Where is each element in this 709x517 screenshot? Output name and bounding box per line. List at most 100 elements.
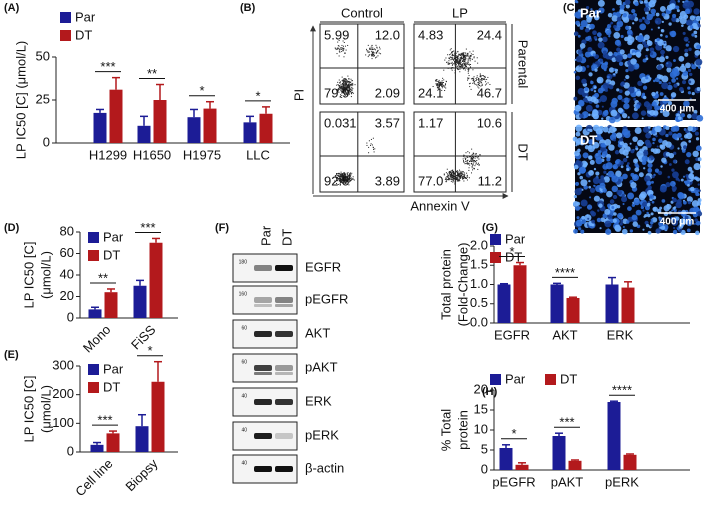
- event-dot: [346, 173, 348, 175]
- event-dot: [454, 62, 456, 64]
- event-dot: [470, 78, 472, 80]
- event-dot: [348, 77, 350, 79]
- quadrant-value: 77.0: [418, 173, 443, 188]
- event-dot: [465, 177, 467, 179]
- event-dot: [354, 84, 356, 86]
- event-dot: [342, 47, 344, 49]
- nucleus: [688, 47, 692, 52]
- event-dot: [447, 63, 449, 65]
- event-dot: [466, 160, 468, 162]
- event-dot: [380, 53, 382, 55]
- nucleus: [656, 57, 660, 61]
- event-dot: [372, 47, 374, 49]
- event-dot: [457, 174, 459, 176]
- event-dot: [446, 61, 448, 63]
- event-dot: [343, 79, 345, 81]
- significance-label: ***: [100, 59, 115, 74]
- event-dot: [471, 154, 473, 156]
- event-dot: [369, 54, 371, 56]
- event-dot: [448, 60, 450, 62]
- event-dot: [445, 81, 447, 83]
- event-dot: [438, 86, 440, 88]
- nucleus: [589, 196, 592, 199]
- nucleus: [584, 214, 592, 222]
- nucleus: [636, 35, 644, 43]
- event-dot: [441, 81, 443, 83]
- event-dot: [342, 82, 344, 84]
- event-dot: [466, 175, 468, 177]
- event-dot: [461, 170, 463, 172]
- quadrant-value: 4.83: [418, 27, 443, 42]
- event-dot: [458, 180, 460, 182]
- event-dot: [373, 53, 375, 55]
- event-dot: [470, 159, 472, 161]
- nucleus: [665, 141, 672, 148]
- event-dot: [454, 178, 456, 180]
- nucleus: [592, 53, 596, 57]
- event-dot: [452, 176, 454, 178]
- event-dot: [348, 90, 350, 92]
- event-dot: [451, 54, 453, 56]
- event-dot: [458, 172, 460, 174]
- y-tick-label: 1.0: [470, 276, 488, 291]
- y-tick-label: 15: [474, 401, 488, 416]
- plot-frame: [413, 111, 507, 193]
- event-dot: [479, 73, 481, 75]
- event-dot: [462, 66, 464, 68]
- event-dot: [466, 174, 468, 176]
- event-dot: [343, 85, 345, 87]
- event-dot: [342, 174, 344, 176]
- event-dot: [452, 175, 454, 177]
- event-dot: [468, 83, 470, 85]
- event-dot: [450, 171, 452, 173]
- nucleus: [580, 199, 588, 207]
- nucleus: [663, 205, 670, 212]
- event-dot: [435, 80, 437, 82]
- event-dot: [457, 173, 459, 175]
- significance-label: **: [147, 66, 157, 81]
- nucleus: [621, 112, 628, 119]
- quadrant-value: 92.5: [324, 173, 349, 188]
- nucleus: [651, 174, 655, 179]
- nucleus: [671, 3, 675, 7]
- event-dot: [473, 159, 475, 161]
- event-dot: [451, 172, 453, 174]
- event-dot: [457, 55, 459, 57]
- event-dot: [339, 87, 341, 89]
- event-dot: [436, 86, 438, 88]
- legend-swatch: [60, 30, 71, 41]
- event-dot: [336, 180, 338, 182]
- blot-strip: 180: [232, 253, 298, 283]
- nucleus: [695, 220, 701, 226]
- nucleus: [695, 15, 701, 22]
- nucleus: [685, 132, 693, 140]
- nucleus: [676, 199, 682, 205]
- event-dot: [439, 84, 441, 86]
- event-dot: [451, 58, 453, 60]
- event-dot: [346, 88, 348, 90]
- nucleus: [588, 169, 594, 176]
- nucleus: [644, 139, 651, 146]
- event-dot: [350, 89, 352, 91]
- event-dot: [339, 81, 341, 83]
- nucleus: [607, 81, 610, 84]
- nucleus: [671, 16, 677, 22]
- event-dot: [474, 160, 476, 162]
- nucleus: [593, 184, 596, 187]
- nucleus: [648, 0, 656, 8]
- event-dot: [346, 176, 348, 178]
- nucleus: [676, 227, 680, 231]
- event-dot: [473, 78, 475, 80]
- nucleus: [650, 148, 655, 152]
- event-dot: [436, 85, 438, 87]
- nucleus: [615, 0, 622, 6]
- event-dot: [346, 84, 348, 86]
- nucleus: [665, 35, 668, 38]
- nucleus: [633, 88, 638, 92]
- nucleus: [669, 30, 677, 38]
- event-dot: [450, 178, 452, 180]
- nucleus: [620, 165, 624, 169]
- event-dot: [347, 75, 349, 77]
- nucleus: [611, 57, 617, 63]
- event-dot: [477, 83, 479, 85]
